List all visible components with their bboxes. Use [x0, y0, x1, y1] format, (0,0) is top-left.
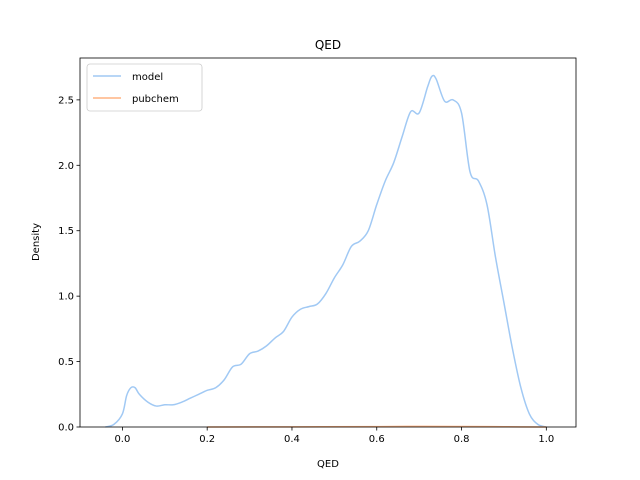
series-line-model	[105, 74, 547, 428]
y-tick-label: 0.0	[58, 423, 74, 434]
x-tick-label: 1.0	[538, 434, 554, 445]
legend: model pubchem	[86, 63, 203, 112]
x-axis-ticks: 0.0 0.2 0.4 0.6 0.8 1.0	[114, 427, 554, 445]
x-tick-label: 0.0	[114, 434, 130, 445]
y-tick-label: 2.0	[58, 161, 74, 172]
legend-label-pubchem: pubchem	[132, 94, 179, 105]
y-tick-label: 2.5	[58, 95, 74, 106]
y-axis-label: Density	[31, 223, 42, 261]
y-tick-label: 1.5	[58, 226, 74, 237]
x-tick-label: 0.2	[199, 434, 215, 445]
chart-title: QED	[315, 38, 341, 52]
x-tick-label: 0.8	[454, 434, 470, 445]
legend-label-model: model	[132, 72, 163, 83]
series-layer	[105, 74, 547, 428]
plot-area-frame	[79, 57, 577, 428]
y-tick-label: 0.5	[58, 357, 74, 368]
x-tick-label: 0.6	[369, 434, 385, 445]
y-axis-ticks: 0.0 0.5 1.0 1.5 2.0 2.5	[58, 95, 80, 434]
x-axis-label: QED	[317, 459, 339, 470]
y-tick-label: 1.0	[58, 292, 74, 303]
x-tick-label: 0.4	[284, 434, 300, 445]
